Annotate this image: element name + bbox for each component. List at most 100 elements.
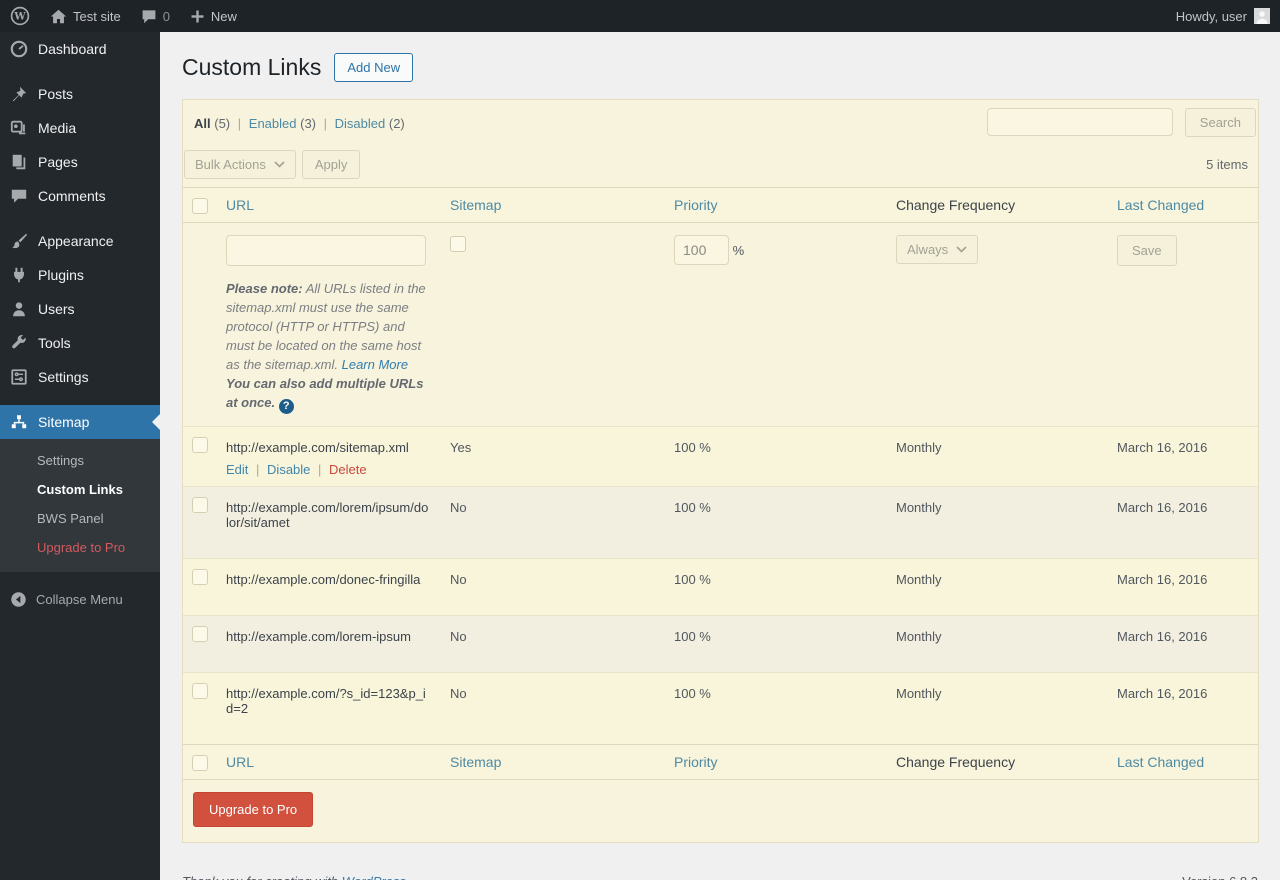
row-checkbox[interactable] [192, 625, 208, 642]
sidebar-item-label: Plugins [38, 267, 84, 283]
main-content: Custom Links Add New All (5) | Enabled (… [160, 0, 1280, 880]
row-sitemap: No [440, 486, 664, 559]
row-last-changed: March 16, 2016 [1107, 672, 1258, 745]
column-header-url[interactable]: URL [226, 197, 255, 213]
frequency-select[interactable]: Always [896, 235, 979, 264]
row-sitemap: Yes [440, 426, 664, 487]
row-frequency: Monthly [886, 558, 1107, 616]
filter-enabled[interactable]: Enabled [248, 116, 297, 131]
new-priority-input[interactable] [674, 235, 729, 265]
sidebar-item-sitemap[interactable]: Sitemap [0, 405, 160, 439]
filter-all[interactable]: All [194, 116, 211, 131]
new-content-menu[interactable]: New [180, 0, 247, 32]
row-checkbox[interactable] [192, 682, 208, 699]
row-last-changed: March 16, 2016 [1107, 615, 1258, 673]
bulk-actions-select[interactable]: Bulk Actions [184, 150, 296, 179]
row-priority: 100 % [664, 672, 886, 745]
form-note: Please note: All URLs listed in the site… [226, 279, 430, 414]
action-separator: | [256, 462, 260, 477]
sidebar-item-posts[interactable]: Posts [0, 77, 160, 111]
bulk-actions-label: Bulk Actions [195, 157, 266, 172]
sidebar-item-pages[interactable]: Pages [0, 145, 160, 179]
column-header-priority[interactable]: Priority [674, 197, 718, 213]
upgrade-to-pro-button[interactable]: Upgrade to Pro [193, 792, 314, 827]
column-header-last-changed[interactable]: Last Changed [1117, 197, 1205, 213]
settings-sliders-icon [9, 367, 29, 387]
sidebar-item-plugins[interactable]: Plugins [0, 258, 160, 292]
row-checkbox[interactable] [192, 568, 208, 585]
edit-link[interactable]: Edit [226, 462, 249, 477]
collapse-arrow-icon [10, 591, 27, 608]
sidebar-item-label: Media [38, 120, 77, 136]
column-header-sitemap[interactable]: Sitemap [450, 197, 502, 213]
wrench-icon [9, 333, 29, 353]
footer-thanks: Thank you for creating with WordPress. [182, 874, 410, 880]
frequency-value: Always [907, 242, 949, 257]
new-url-input[interactable] [226, 235, 426, 266]
table-header-row: URL Sitemap Priority Change Frequency La… [183, 187, 1258, 223]
column-footer-sitemap[interactable]: Sitemap [450, 754, 502, 770]
wordpress-link[interactable]: WordPress [342, 874, 406, 880]
new-sitemap-checkbox[interactable] [450, 235, 466, 252]
delete-link[interactable]: Delete [329, 462, 367, 477]
account-menu[interactable]: Howdy, user [1176, 8, 1280, 24]
sidebar-item-media[interactable]: Media [0, 111, 160, 145]
sidebar-item-label: Appearance [38, 233, 114, 249]
items-count: 5 items [1206, 157, 1248, 172]
row-checkbox[interactable] [192, 496, 208, 513]
collapse-menu-button[interactable]: Collapse Menu [0, 581, 160, 618]
row-frequency: Monthly [886, 672, 1107, 745]
column-footer-url[interactable]: URL [226, 754, 255, 770]
submenu-item-upgrade-to-pro[interactable]: Upgrade to Pro [37, 540, 126, 555]
wordpress-logo-menu[interactable]: W [0, 0, 40, 32]
row-url: http://example.com/?s_id=123&p_id=2 [216, 672, 440, 745]
row-last-changed: March 16, 2016 [1107, 486, 1258, 559]
add-new-button[interactable]: Add New [334, 53, 414, 82]
site-name-menu[interactable]: Test site [40, 0, 131, 32]
apply-button[interactable]: Apply [301, 150, 361, 179]
plugin-icon [9, 265, 29, 285]
user-icon [9, 299, 29, 319]
sidebar-item-appearance[interactable]: Appearance [0, 224, 160, 258]
table-row: http://example.com/sitemap.xml Edit | Di… [183, 426, 1258, 487]
submenu-item-custom-links[interactable]: Custom Links [37, 482, 123, 497]
comments-menu[interactable]: 0 [131, 0, 180, 32]
table-row: http://example.com/donec-fringilla No 10… [183, 558, 1258, 616]
filter-disabled[interactable]: Disabled [334, 116, 386, 131]
help-question-icon[interactable]: ? [278, 399, 294, 414]
sidebar-item-label: Comments [38, 188, 106, 204]
submenu-item-settings[interactable]: Settings [37, 453, 84, 468]
filter-enabled-count: (3) [300, 116, 317, 131]
footer-version: Version 6.8.3 [1182, 874, 1258, 880]
plus-icon [190, 9, 205, 24]
row-frequency: Monthly [886, 486, 1107, 559]
percent-label: % [732, 243, 745, 258]
select-all-checkbox[interactable] [192, 755, 208, 772]
column-footer-last-changed[interactable]: Last Changed [1117, 754, 1205, 770]
save-button[interactable]: Save [1117, 235, 1177, 266]
page-title: Custom Links [182, 54, 322, 80]
sidebar-item-dashboard[interactable]: Dashboard [0, 32, 160, 66]
sidebar-item-tools[interactable]: Tools [0, 326, 160, 360]
row-url: http://example.com/lorem-ipsum [216, 615, 440, 673]
row-checkbox[interactable] [192, 436, 208, 453]
row-priority: 100 % [664, 426, 886, 487]
row-actions: Edit | Disable | Delete [226, 462, 430, 477]
svg-text:W: W [13, 12, 26, 23]
sidebar-item-users[interactable]: Users [0, 292, 160, 326]
note-bold: Please note: [226, 281, 303, 296]
search-input[interactable] [986, 108, 1173, 136]
sidebar-item-settings[interactable]: Settings [0, 360, 160, 394]
row-priority: 100 % [664, 558, 886, 616]
sidebar-item-comments[interactable]: Comments [0, 179, 160, 213]
column-footer-priority[interactable]: Priority [674, 754, 718, 770]
search-button[interactable]: Search [1184, 108, 1256, 137]
learn-more-link[interactable]: Learn More [341, 357, 409, 372]
row-last-changed: March 16, 2016 [1107, 426, 1258, 487]
select-all-checkbox[interactable] [192, 198, 208, 215]
disable-link[interactable]: Disable [267, 462, 311, 477]
filter-separator: | [237, 116, 242, 131]
submenu-item-bws-panel[interactable]: BWS Panel [37, 511, 104, 526]
comments-icon [9, 186, 29, 206]
pages-icon [9, 152, 29, 172]
